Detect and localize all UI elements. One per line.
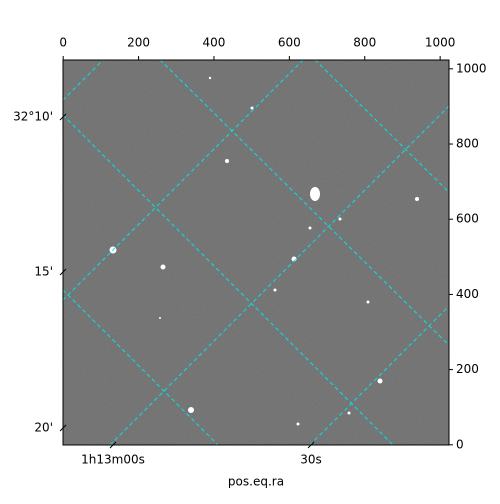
y-tick-label: 200	[456, 362, 479, 376]
wcs-grid	[63, 60, 449, 445]
y-tick-label: 1000	[456, 61, 487, 75]
dec-tick-label: 20'	[34, 421, 53, 435]
x-tick-label: 600	[278, 36, 301, 50]
x-axis-label: pos.eq.ra	[228, 475, 284, 489]
x-tick-label: 800	[353, 36, 376, 50]
dec-tick	[59, 113, 67, 121]
dec-tick-label: 15'	[34, 265, 53, 279]
ra-tick-label: 30s	[300, 453, 322, 467]
ra-tick	[109, 441, 117, 449]
y-tick-label: 600	[456, 212, 479, 226]
x-tick-label: 400	[203, 36, 226, 50]
dec-tick	[59, 268, 67, 276]
x-tick-label: 0	[59, 36, 67, 50]
x-tick-label: 200	[127, 36, 150, 50]
y-tick-label: 400	[456, 287, 479, 301]
sky-image	[63, 60, 449, 445]
ra-tick	[307, 441, 315, 449]
y-tick-label: 0	[456, 437, 464, 451]
x-tick-label: 1000	[425, 36, 456, 50]
frame	[62, 59, 450, 446]
dec-tick	[59, 424, 67, 432]
dec-tick-label: 32°10'	[13, 110, 53, 124]
y-tick-label: 800	[456, 137, 479, 151]
ra-tick-label: 1h13m00s	[81, 453, 145, 467]
